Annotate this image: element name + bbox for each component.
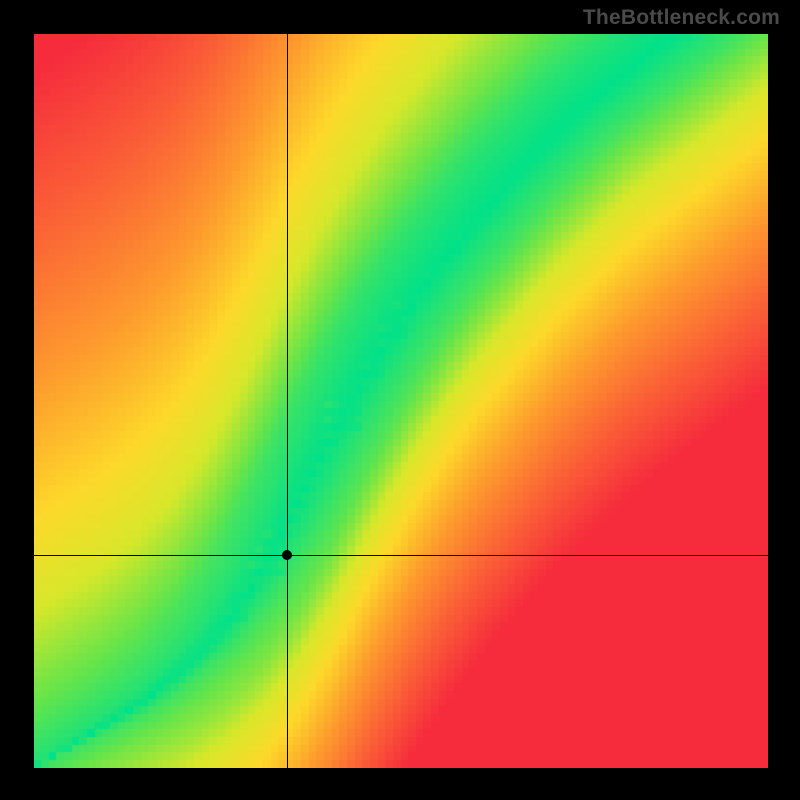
chart-container: TheBottleneck.com bbox=[0, 0, 800, 800]
crosshair-marker-dot bbox=[282, 550, 292, 560]
watermark-text: TheBottleneck.com bbox=[583, 6, 780, 30]
crosshair-horizontal bbox=[34, 555, 768, 556]
crosshair-vertical bbox=[287, 34, 288, 768]
heatmap-plot bbox=[34, 34, 768, 768]
